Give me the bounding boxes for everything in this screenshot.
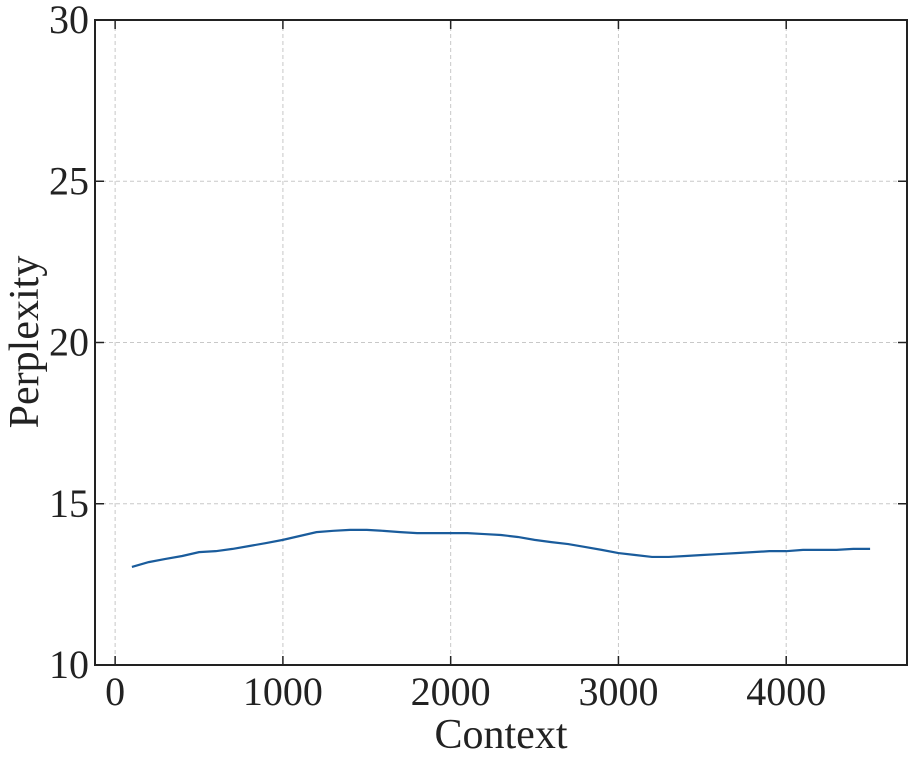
y-tick-label: 25 [49, 158, 89, 203]
x-tick-label: 4000 [746, 669, 826, 714]
x-tick-label: 2000 [411, 669, 491, 714]
x-tick-label: 0 [105, 669, 125, 714]
x-tick-label: 3000 [578, 669, 658, 714]
y-tick-label: 20 [49, 320, 89, 365]
y-tick-label: 30 [49, 0, 89, 42]
y-tick-label: 10 [49, 642, 89, 687]
y-tick-label: 15 [49, 481, 89, 526]
x-tick-label: 1000 [243, 669, 323, 714]
plot-frame [94, 19, 908, 666]
x-axis-label: Context [435, 712, 568, 758]
y-axis-label: Perplexity [2, 256, 48, 429]
line [131, 528, 871, 569]
